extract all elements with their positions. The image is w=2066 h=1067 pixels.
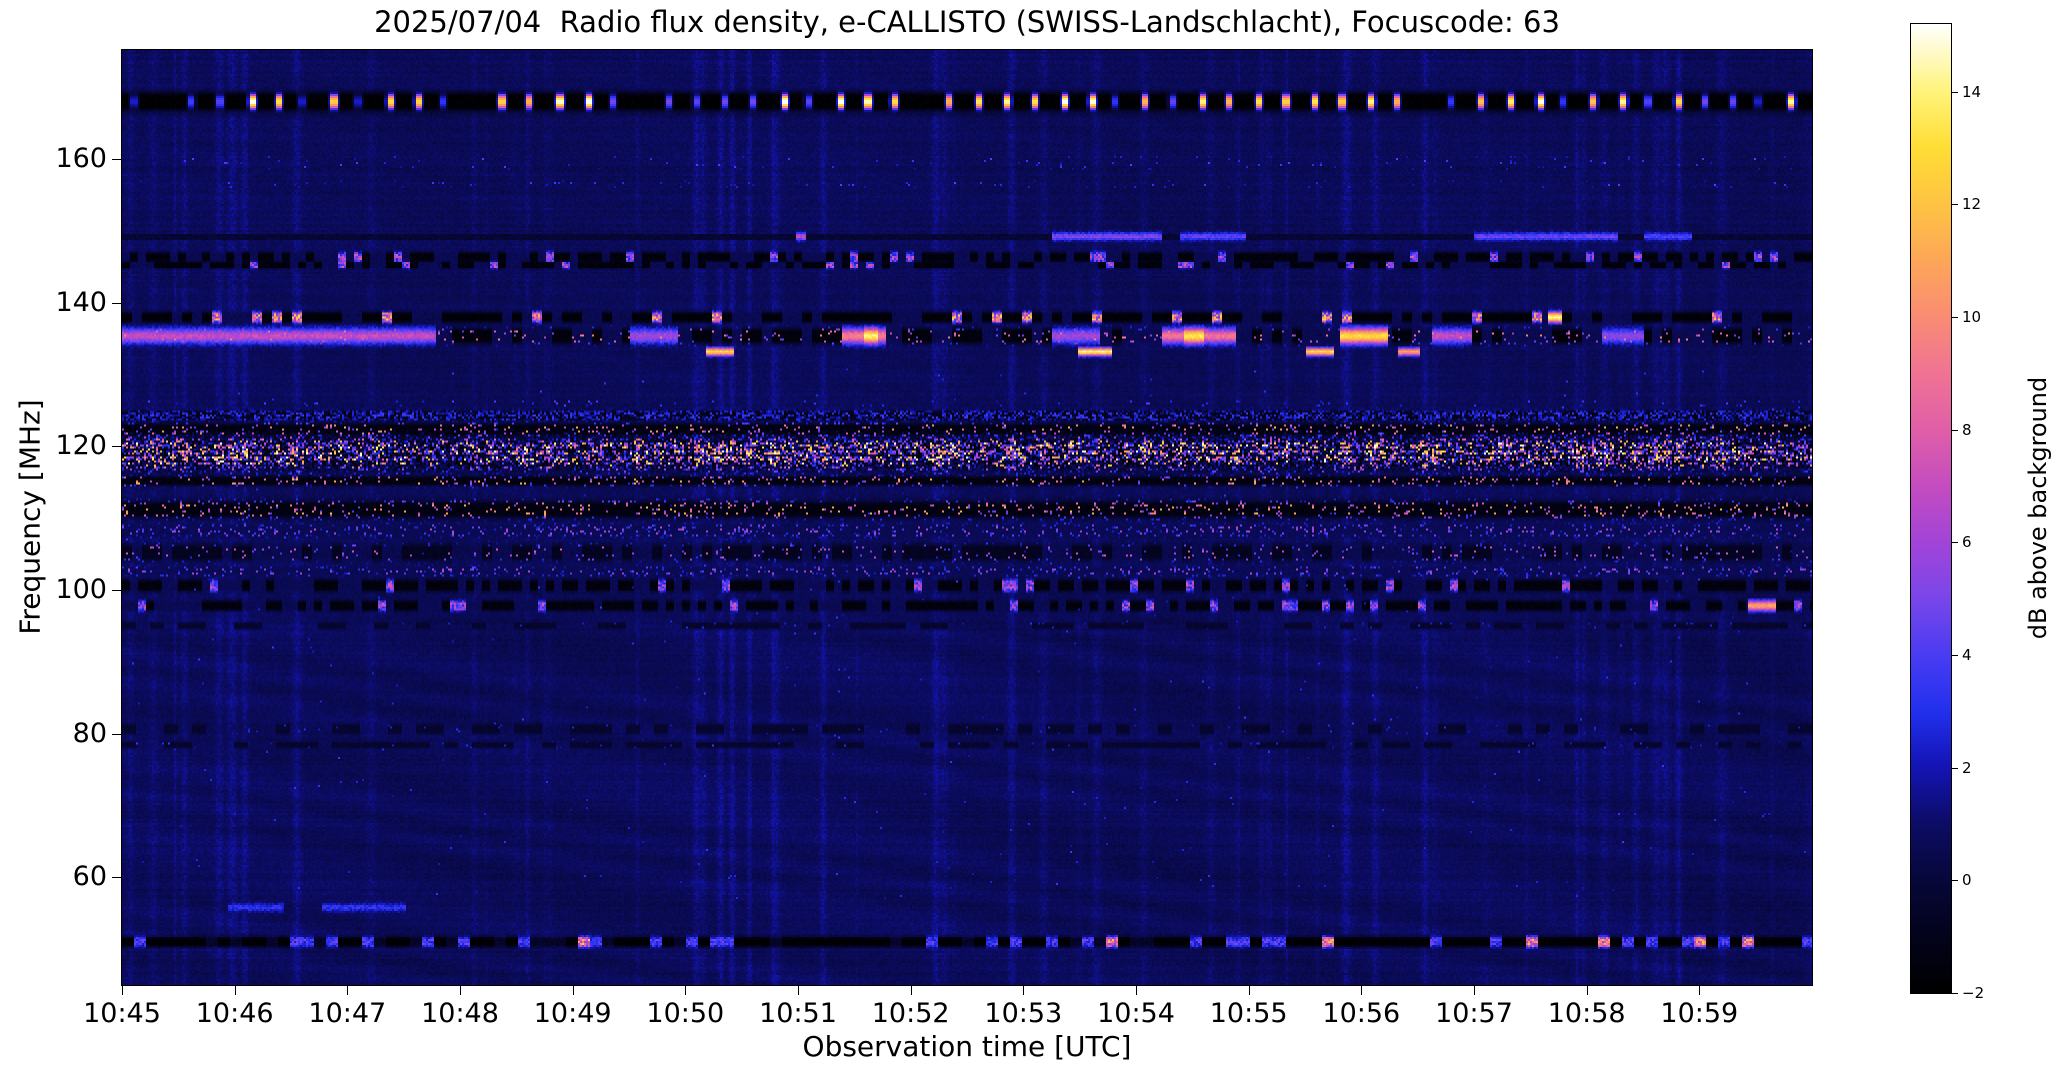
x-tick-mark: [798, 986, 799, 995]
y-tick-label: 60: [72, 861, 107, 893]
colorbar-tick-mark: [1951, 91, 1958, 93]
x-tick-label: 10:51: [759, 998, 837, 1029]
colorbar-tick-label: 8: [1962, 420, 1972, 439]
colorbar-tick-label: 2: [1962, 758, 1972, 777]
y-tick-label: 80: [72, 717, 107, 749]
x-tick-mark: [910, 986, 912, 995]
colorbar-tick-label: 14: [1962, 82, 1982, 101]
x-tick-label: 10:49: [533, 998, 612, 1029]
colorbar-tick-label: 6: [1962, 533, 1972, 552]
colorbar-tick-label: 4: [1962, 645, 1972, 664]
x-tick-mark: [234, 986, 236, 995]
colorbar-tick-label: 12: [1962, 195, 1982, 214]
y-tick-mark: [112, 877, 121, 879]
colorbar-tick-mark: [1951, 204, 1958, 206]
colorbar-tick-mark: [1951, 316, 1958, 318]
x-tick-label: 10:46: [195, 998, 274, 1029]
x-tick-label: 10:48: [421, 998, 499, 1029]
colorbar: [1911, 24, 1951, 993]
x-tick-label: 10:52: [871, 998, 950, 1029]
y-tick-mark: [112, 733, 121, 735]
x-tick-label: 10:53: [984, 998, 1063, 1029]
colorbar-tick-mark: [1951, 429, 1958, 431]
x-tick-mark: [1361, 986, 1363, 995]
x-tick-mark: [347, 986, 349, 995]
colorbar-tick-mark: [1951, 767, 1958, 769]
x-tick-mark: [460, 986, 461, 995]
x-tick-label: 10:54: [1097, 998, 1175, 1029]
colorbar-tick-label: −2: [1962, 984, 1985, 1002]
x-tick-mark: [572, 986, 574, 995]
y-tick-label: 160: [55, 143, 107, 175]
x-tick-mark: [1248, 986, 1250, 995]
x-tick-label: 10:55: [1209, 998, 1288, 1029]
colorbar-tick-mark: [1951, 654, 1958, 656]
y-tick-mark: [112, 446, 121, 448]
y-tick-label: 120: [55, 430, 107, 462]
x-axis-label: Observation time [UTC]: [802, 1030, 1132, 1063]
x-tick-label: 10:56: [1322, 998, 1401, 1029]
x-tick-mark: [1023, 986, 1025, 995]
colorbar-tick-mark: [1951, 542, 1958, 544]
y-tick-label: 100: [55, 574, 107, 606]
spectrogram-canvas: [122, 50, 1812, 985]
x-tick-mark: [122, 986, 123, 995]
x-tick-label: 10:59: [1660, 998, 1739, 1029]
y-tick-mark: [112, 302, 121, 304]
y-tick-mark: [112, 590, 121, 592]
x-tick-mark: [1586, 986, 1588, 995]
colorbar-label: dB above background: [2024, 376, 2052, 640]
x-tick-mark: [1699, 986, 1701, 995]
x-tick-mark: [1474, 986, 1475, 995]
colorbar-tick-mark: [1951, 880, 1958, 882]
x-tick-label: 10:58: [1547, 998, 1626, 1029]
y-tick-label: 140: [55, 286, 107, 318]
x-tick-mark: [685, 986, 687, 995]
colorbar-tick-label: 0: [1962, 871, 1972, 890]
colorbar-tick-mark: [1951, 993, 1958, 994]
x-tick-label: 10:45: [83, 998, 161, 1029]
x-tick-label: 10:50: [646, 998, 725, 1029]
x-tick-mark: [1136, 986, 1137, 995]
chart-title: 2025/07/04 Radio flux density, e-CALLIST…: [374, 5, 1560, 39]
colorbar-tick-label: 10: [1962, 307, 1982, 326]
x-tick-label: 10:57: [1435, 998, 1513, 1029]
x-tick-label: 10:47: [308, 998, 387, 1029]
y-tick-mark: [112, 159, 121, 161]
